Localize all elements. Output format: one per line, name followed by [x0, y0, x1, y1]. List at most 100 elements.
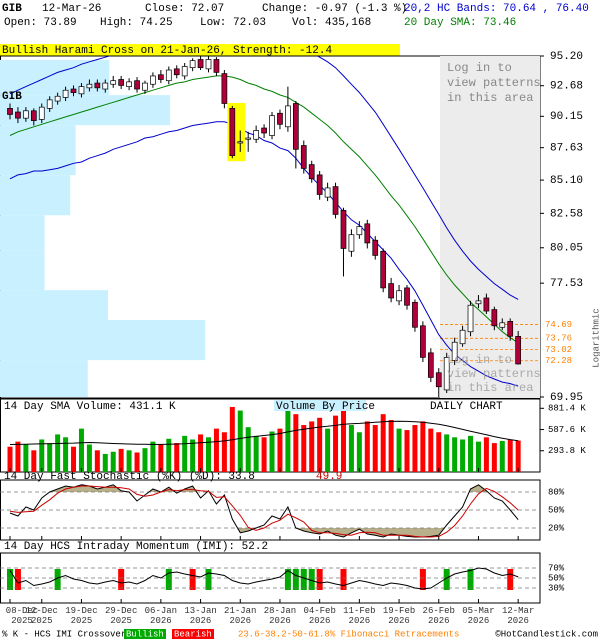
symbol-label: GIB	[2, 91, 22, 103]
volume-bar	[356, 432, 362, 472]
candle-body	[348, 234, 355, 252]
candle-body	[229, 108, 236, 157]
candle-body	[412, 301, 418, 328]
stoch-line	[9, 485, 519, 538]
lock-text: in this area	[447, 91, 533, 105]
x-tick-label: 29-Dec 2025	[104, 606, 138, 626]
volume-bar	[340, 406, 346, 472]
volume-bar	[126, 450, 132, 472]
volume-bar	[460, 439, 466, 472]
signal-bar	[419, 569, 426, 590]
volume-bar	[261, 437, 267, 472]
lock-text: Log in to	[447, 353, 512, 367]
volume-bar	[63, 437, 69, 472]
volume-bar	[491, 443, 497, 472]
change: Change: -0.97 (-1.3 %)	[262, 3, 407, 15]
candle-body	[46, 99, 53, 109]
y-tick-label: 95.20	[550, 51, 583, 63]
volume-bar	[31, 450, 37, 472]
candle-body	[340, 210, 347, 249]
y-tick-label: 20%	[548, 523, 565, 533]
candle-body	[165, 69, 172, 82]
y-tick-label: 90.15	[550, 111, 583, 123]
imi-title: 14 Day HCS Intraday Momentum (IMI): 52.2	[4, 541, 268, 553]
volume-bar	[317, 417, 323, 472]
sma-legend: 20 Day SMA: 73.46	[404, 17, 516, 29]
bullish-label: Bullish	[126, 629, 164, 639]
vbp-label: Volume By Price	[276, 401, 375, 413]
stoch-line	[9, 484, 519, 538]
x-tick-label: 12-Mar 2026	[501, 606, 535, 626]
volume-bar	[166, 438, 172, 472]
x-tick-label: 19-Dec 2025	[65, 606, 98, 626]
symbol: GIB	[2, 3, 22, 15]
candle-body	[54, 95, 61, 102]
signal-bar	[316, 569, 323, 590]
candle-body	[515, 336, 522, 365]
stoch-d-value: 49.9	[316, 471, 342, 483]
volume-bar	[269, 431, 275, 472]
volume-bar	[7, 446, 13, 472]
candle-body	[451, 341, 458, 361]
candle-body	[420, 325, 426, 358]
volume-sma	[9, 420, 519, 446]
candle-body	[380, 250, 387, 289]
candle-body	[150, 75, 156, 85]
copyright: ©HotCandlestick.com	[495, 629, 598, 639]
volume-by-price-bar	[0, 175, 71, 216]
volume-bar	[94, 450, 100, 472]
volume-bar	[444, 434, 450, 472]
bearish-label: Bearish	[174, 629, 212, 639]
signal-bar	[165, 569, 172, 590]
volume-bar	[372, 425, 378, 472]
candle-body	[372, 239, 379, 256]
volume-bar	[221, 432, 227, 472]
x-tick-label: 13-Jan 2026	[184, 606, 217, 626]
candle-body	[459, 329, 466, 345]
volume-title: 14 Day SMA Volume: 431.1 K	[4, 401, 176, 413]
volume-bar	[150, 441, 156, 472]
x-tick-label: 19-Feb 2026	[382, 606, 416, 626]
candle-body	[324, 187, 331, 198]
y-tick-label: 87.63	[550, 143, 583, 155]
low: Low: 72.03	[200, 17, 266, 29]
volume-bar	[237, 410, 243, 472]
candle-body	[491, 309, 498, 327]
volume-by-price-bar	[0, 125, 76, 176]
volume-by-price-bar	[0, 59, 110, 96]
bullish-bg	[124, 629, 166, 639]
volume-bar	[23, 444, 29, 472]
volume-bar	[325, 428, 331, 472]
candle-body	[78, 86, 85, 95]
volume-bar	[277, 428, 283, 472]
volume-bar	[118, 448, 124, 472]
fib-label: 72.28	[545, 356, 572, 366]
chart-label: DAILY CHART	[430, 401, 503, 413]
signal-bar	[14, 569, 21, 590]
y-tick-label: 80%	[548, 487, 565, 497]
y-tick-label: 77.53	[550, 278, 583, 290]
volume-bar	[206, 437, 211, 472]
fib-label: 74.69	[545, 320, 572, 330]
plot-area	[0, 56, 540, 398]
signal-bar	[205, 569, 212, 590]
fib-label: 73.02	[545, 345, 572, 355]
signal-bar	[284, 569, 291, 590]
y-tick-label: 881.4 K	[548, 404, 586, 414]
candle-body	[126, 81, 132, 87]
volume-bar	[285, 401, 291, 472]
volume-bar	[388, 419, 394, 472]
volume-bar	[198, 434, 204, 472]
candle-body	[221, 73, 228, 104]
y-tick-label: 92.68	[550, 81, 583, 93]
candle-body	[7, 108, 13, 115]
bearish-bg	[172, 629, 214, 639]
signal-bar	[443, 569, 450, 590]
signal-bar	[7, 569, 13, 590]
volume-bar	[245, 427, 251, 472]
lock-text: view patterns	[447, 367, 541, 381]
candle-body	[197, 59, 204, 69]
candle-body	[15, 111, 21, 119]
candle-body	[356, 226, 363, 236]
